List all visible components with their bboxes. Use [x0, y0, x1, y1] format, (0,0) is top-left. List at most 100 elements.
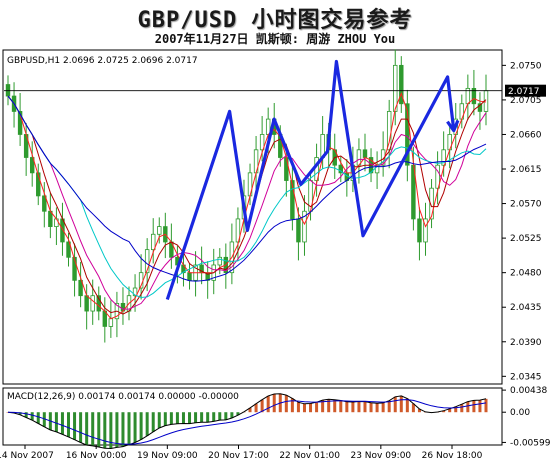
candle: [477, 103, 483, 112]
candle: [96, 295, 101, 312]
macd-histogram-bar: [103, 412, 107, 449]
macd-histogram-bar: [133, 412, 137, 443]
candle: [144, 249, 150, 274]
candle: [150, 233, 156, 251]
macd-histogram-bar: [200, 412, 204, 423]
macd-histogram-bar: [381, 402, 385, 413]
macd-histogram-bar: [79, 412, 83, 443]
macd-histogram-bar: [363, 401, 367, 413]
macd-histogram-bar: [315, 402, 319, 413]
macd-y-tick-label: 0.00438: [510, 386, 547, 396]
candle: [108, 318, 114, 327]
y-tick-label: 2.0750: [510, 61, 542, 71]
macd-histogram-bar: [411, 403, 415, 413]
macd-line: [7, 393, 487, 450]
macd-histogram-bar: [145, 412, 149, 436]
candle: [90, 295, 95, 312]
macd-histogram-bar: [97, 412, 101, 448]
x-tick-label: 19 Nov 09:00: [137, 451, 198, 461]
macd-histogram-bar: [73, 412, 77, 440]
macd-histogram-bar: [369, 402, 373, 413]
macd-histogram-bar: [296, 402, 300, 413]
candle: [259, 134, 265, 151]
chart-subtitle: 2007年11月27日 凯斯顿: 周游 ZHOU You: [154, 32, 396, 46]
macd-histogram-bar: [266, 395, 270, 413]
y-tick-label: 2.0525: [510, 234, 542, 244]
axis-layer: 2.0750 2.0705 2.0660 2.0615 2.0570 2.0525 2.04…: [0, 61, 550, 461]
macd-histogram-bar: [188, 412, 192, 424]
candle: [435, 164, 440, 189]
macd-histogram-bar: [248, 407, 252, 413]
candle: [362, 149, 368, 158]
macd-histogram-bar: [206, 412, 210, 423]
macd-histogram-bar: [24, 412, 28, 418]
candle: [290, 180, 295, 220]
macd-histogram-bar: [387, 400, 391, 413]
macd-histogram-bar: [448, 408, 452, 413]
macd-histogram-bar: [302, 403, 306, 413]
macd-histogram-bar: [151, 412, 155, 432]
candle: [132, 287, 138, 297]
macd-histogram-bar: [290, 398, 294, 413]
macd-histogram-bar: [169, 412, 173, 425]
macd-histogram-bar: [417, 408, 421, 413]
moving-average-line: [7, 92, 487, 320]
macd-histogram-bar: [272, 393, 276, 413]
moving-average-line: [7, 95, 487, 299]
macd-histogram-bar: [175, 412, 179, 424]
candle: [72, 256, 77, 281]
candle: [54, 218, 59, 227]
candle: [302, 210, 307, 243]
macd-histogram-bar: [351, 401, 355, 413]
macd-histogram-bar: [405, 398, 409, 413]
candle: [235, 218, 241, 243]
candle: [429, 187, 434, 220]
moving-average-line: [7, 95, 487, 282]
macd-histogram-bar: [194, 412, 198, 423]
macd-histogram-bar: [30, 412, 34, 421]
macd-histogram-bar: [212, 412, 216, 422]
y-tick-label: 2.0435: [510, 303, 542, 313]
macd-histogram-bar: [478, 400, 482, 413]
macd-histogram-bar: [109, 412, 113, 449]
macd-y-tick-label: 0.00: [510, 408, 530, 418]
macd-histogram-bar: [157, 412, 161, 428]
macd-histogram-bar: [236, 412, 240, 416]
macd-histogram-bar: [460, 404, 464, 413]
macd-histogram-bar: [309, 403, 313, 413]
y-tick-label: 2.0480: [510, 269, 542, 279]
macd-histogram-bar: [181, 412, 185, 424]
candle: [423, 218, 428, 243]
macd-histogram-bar: [484, 398, 488, 413]
y-tick-label: 2.0390: [510, 338, 542, 348]
candle: [386, 111, 392, 151]
x-tick-label: 22 Nov 01:00: [279, 451, 340, 461]
macd-histogram-bar: [260, 399, 264, 413]
trend-arrow-line: [165, 59, 456, 301]
y-tick-label: 2.0705: [510, 96, 542, 106]
macd-histogram-bar: [454, 406, 458, 413]
macd-layer: [6, 393, 488, 450]
candle: [66, 241, 71, 258]
macd-histogram-bar: [127, 412, 131, 445]
macd-histogram-bar: [357, 401, 361, 413]
macd-histogram-bar: [121, 412, 125, 447]
macd-histogram-bar: [54, 412, 58, 432]
macd-histogram-bar: [254, 403, 258, 413]
candle: [296, 218, 301, 243]
price-layer: [4, 49, 502, 343]
macd-histogram-bar: [399, 395, 403, 413]
candle: [441, 149, 446, 166]
candle: [36, 172, 41, 197]
macd-signal-line: [7, 399, 487, 445]
macd-histogram-bar: [442, 410, 446, 413]
macd-histogram-bar: [284, 395, 288, 413]
candle: [187, 272, 192, 281]
macd-histogram-bar: [42, 412, 46, 427]
trend-arrow-head: [446, 119, 460, 133]
candle: [217, 256, 222, 266]
macd-y-tick-label: -0.00599: [510, 438, 550, 448]
candle: [417, 218, 422, 243]
macd-histogram-bar: [60, 412, 64, 435]
